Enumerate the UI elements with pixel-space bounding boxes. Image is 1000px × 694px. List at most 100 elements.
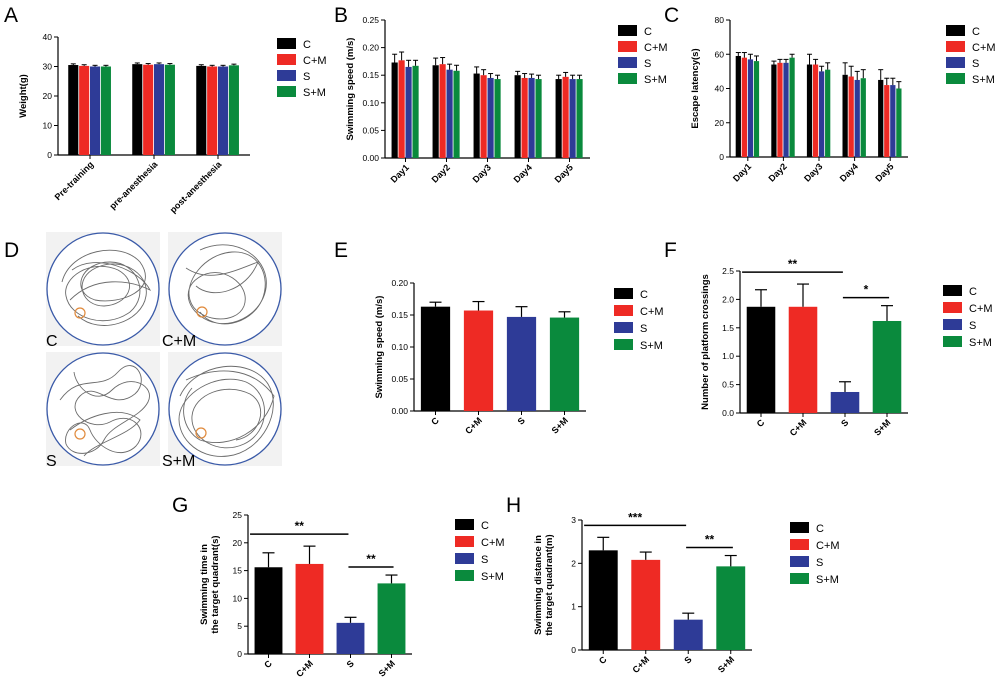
- y-axis-label: Number of platform crossings: [700, 274, 711, 410]
- bar: [463, 310, 494, 411]
- x-tick-label: Day3: [471, 162, 493, 184]
- bar: [100, 66, 111, 155]
- legend: C C+M S S+M: [946, 25, 996, 86]
- x-tick-label: C+M: [788, 417, 809, 438]
- legend-swatch: [614, 305, 633, 316]
- legend: C C+M S S+M: [455, 519, 505, 583]
- bar: [164, 64, 175, 155]
- legend-swatch: [946, 41, 965, 52]
- y-axis-label: Weight(g): [18, 74, 29, 118]
- legend-swatch: [277, 38, 296, 49]
- legend-label: C: [481, 520, 489, 532]
- bar: [789, 57, 795, 157]
- bar: [896, 88, 902, 157]
- significance-label: **: [295, 519, 305, 533]
- bar: [377, 583, 406, 654]
- trace-label: C+M: [162, 333, 196, 350]
- y-tick-label: 0.00: [362, 153, 379, 163]
- legend-swatch: [614, 339, 633, 350]
- panel-label-c: C: [664, 4, 679, 27]
- y-tick-label: 2.0: [722, 294, 734, 304]
- trace-label: S+M: [162, 453, 195, 470]
- x-tick-label: Day4: [838, 161, 860, 183]
- x-tick-label: C: [755, 417, 767, 429]
- pool-circle: [46, 352, 160, 466]
- panel-label-b: B: [334, 4, 348, 27]
- legend-swatch: [455, 519, 474, 530]
- x-tick-label: Day5: [873, 161, 895, 183]
- x-tick-label: Day4: [512, 162, 534, 184]
- y-tick-label: 0.20: [391, 278, 408, 288]
- legend: C C+M S S+M: [277, 38, 327, 99]
- y-tick-label: 1: [571, 602, 576, 612]
- y-tick-label: 5: [237, 621, 242, 631]
- chart-c: 0 20 40 60 80 Escape latency(s) Day1 Day2 Day3 Da…: [690, 15, 996, 184]
- swim-trace-panel: C C+M S S+M: [46, 232, 282, 470]
- bar: [812, 64, 819, 157]
- bar: [487, 77, 494, 158]
- panel-label-d: D: [4, 239, 19, 262]
- bar: [783, 62, 789, 157]
- legend: C C+M S S+M: [614, 288, 664, 352]
- x-tick-label: C: [429, 415, 441, 427]
- y-tick-label: 60: [715, 49, 725, 59]
- legend-swatch: [277, 54, 296, 65]
- chart-e: 0.00 0.05 0.10 0.15 0.20 Swimming speed (m/s)…: [374, 278, 664, 436]
- legend-label: S+M: [816, 574, 839, 586]
- legend-swatch: [790, 522, 809, 533]
- panel-label-a: A: [4, 4, 18, 27]
- legend-label: C+M: [640, 306, 664, 318]
- bar: [412, 65, 419, 158]
- x-tick-label: Day1: [731, 161, 753, 183]
- legend: C C+M S S+M: [943, 285, 993, 349]
- legend-swatch: [946, 73, 965, 84]
- legend-swatch: [614, 322, 633, 333]
- legend-swatch: [790, 539, 809, 550]
- x-tick-label: C: [597, 654, 609, 666]
- y-tick-label: 0.15: [391, 310, 408, 320]
- x-tick-label: Day2: [767, 161, 789, 183]
- y-tick-label: 0: [571, 645, 576, 655]
- bar: [872, 320, 902, 413]
- x-tick-label: Day3: [802, 161, 824, 183]
- pool-circle: [46, 232, 160, 346]
- y-tick-label: 0.0: [722, 408, 734, 418]
- y-tick-label: 0.05: [362, 125, 379, 135]
- legend-label: S: [969, 320, 976, 332]
- x-tick-label: C+M: [294, 658, 315, 679]
- panel-label-e: E: [334, 239, 348, 262]
- bar: [391, 62, 398, 159]
- y-tick-label: 0.00: [391, 406, 408, 416]
- bar: [673, 619, 703, 650]
- y-tick-label: 30: [43, 62, 53, 72]
- y-axis-label: Swimming speed (m/s): [345, 38, 356, 141]
- legend-label: S+M: [969, 337, 992, 349]
- panel-label-h: H: [506, 494, 521, 517]
- chart-a: 0 10 20 30 40 Weight(g) Pre-training pre-anesth…: [18, 32, 327, 215]
- significance-label: **: [366, 552, 376, 566]
- legend-swatch: [277, 86, 296, 97]
- legend-swatch: [618, 41, 637, 52]
- y-tick-label: 2.5: [722, 266, 734, 276]
- x-tick-label: S+M: [550, 415, 570, 435]
- y-tick-label: 0.15: [362, 70, 379, 80]
- bar: [132, 64, 143, 155]
- trace-label: C: [46, 333, 58, 350]
- y-tick-label: 0: [47, 150, 52, 160]
- y-axis-label: Swimming distance in: [533, 535, 544, 635]
- y-tick-label: 0.5: [722, 380, 734, 390]
- legend-label: C: [640, 289, 648, 301]
- legend-swatch: [943, 302, 962, 313]
- bar: [562, 76, 569, 158]
- panel-label-f: F: [664, 239, 677, 262]
- trace-s: S: [46, 352, 160, 470]
- legend-label: S: [816, 557, 823, 569]
- y-tick-label: 0: [237, 649, 242, 659]
- bar: [218, 66, 229, 155]
- bar: [735, 55, 741, 157]
- bar: [588, 550, 618, 650]
- y-tick-label: 0: [719, 152, 724, 162]
- y-axis-label: Escape latency(s): [690, 48, 701, 128]
